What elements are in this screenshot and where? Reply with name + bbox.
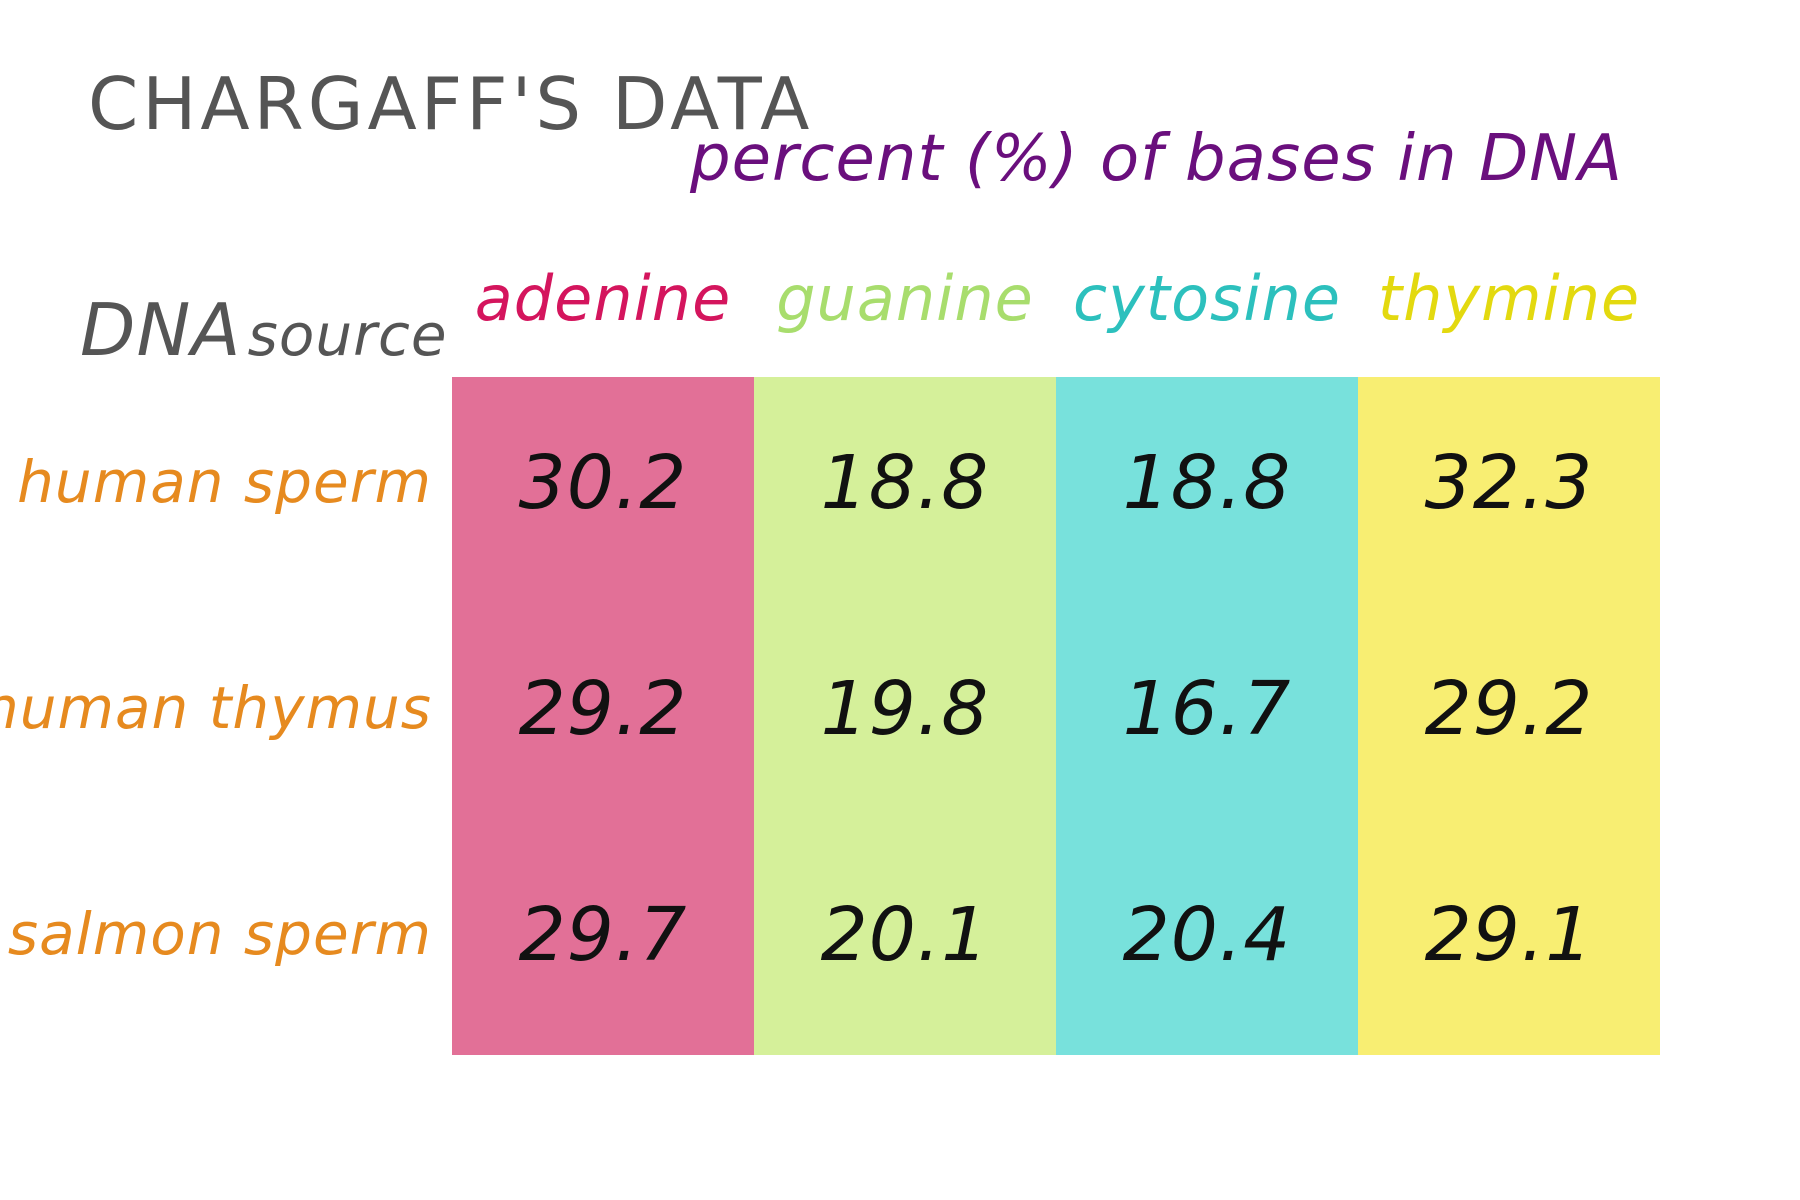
cell-human-sperm-adenine: 30.2: [518, 440, 688, 526]
row-label-human-sperm: human sperm: [17, 448, 432, 516]
cell-human-thymus-cytosine: 16.7: [1122, 666, 1292, 752]
chart-subtitle: percent (%) of bases in DNA: [690, 122, 1623, 196]
cell-human-thymus-thymine: 29.2: [1424, 666, 1594, 752]
column-band-cytosine: [1056, 377, 1358, 1055]
column-header-cytosine: cytosine: [1073, 262, 1341, 335]
cell-human-sperm-guanine: 18.8: [820, 440, 990, 526]
column-header-adenine: adenine: [474, 262, 732, 335]
row-header-primary: DNA: [80, 288, 242, 372]
column-band-thymine: [1358, 377, 1660, 1055]
column-band-adenine: [452, 377, 754, 1055]
cell-salmon-sperm-adenine: 29.7: [518, 892, 688, 978]
cell-human-thymus-adenine: 29.2: [518, 666, 688, 752]
row-header-secondary: source: [247, 301, 448, 369]
cell-human-sperm-cytosine: 18.8: [1122, 440, 1292, 526]
row-label-human-thymus: human thymus: [0, 674, 432, 742]
cell-salmon-sperm-thymine: 29.1: [1424, 892, 1594, 978]
cell-human-sperm-thymine: 32.3: [1424, 440, 1594, 526]
column-header-thymine: thymine: [1377, 262, 1641, 335]
column-header-guanine: guanine: [776, 262, 1034, 335]
chart-title: CHARGAFF'S DATA: [88, 62, 814, 146]
cell-salmon-sperm-guanine: 20.1: [820, 892, 990, 978]
column-band-guanine: [754, 377, 1056, 1055]
cell-salmon-sperm-cytosine: 20.4: [1122, 892, 1292, 978]
row-label-salmon-sperm: salmon sperm: [7, 900, 432, 968]
cell-human-thymus-guanine: 19.8: [820, 666, 990, 752]
row-header: DNA source: [80, 288, 448, 372]
